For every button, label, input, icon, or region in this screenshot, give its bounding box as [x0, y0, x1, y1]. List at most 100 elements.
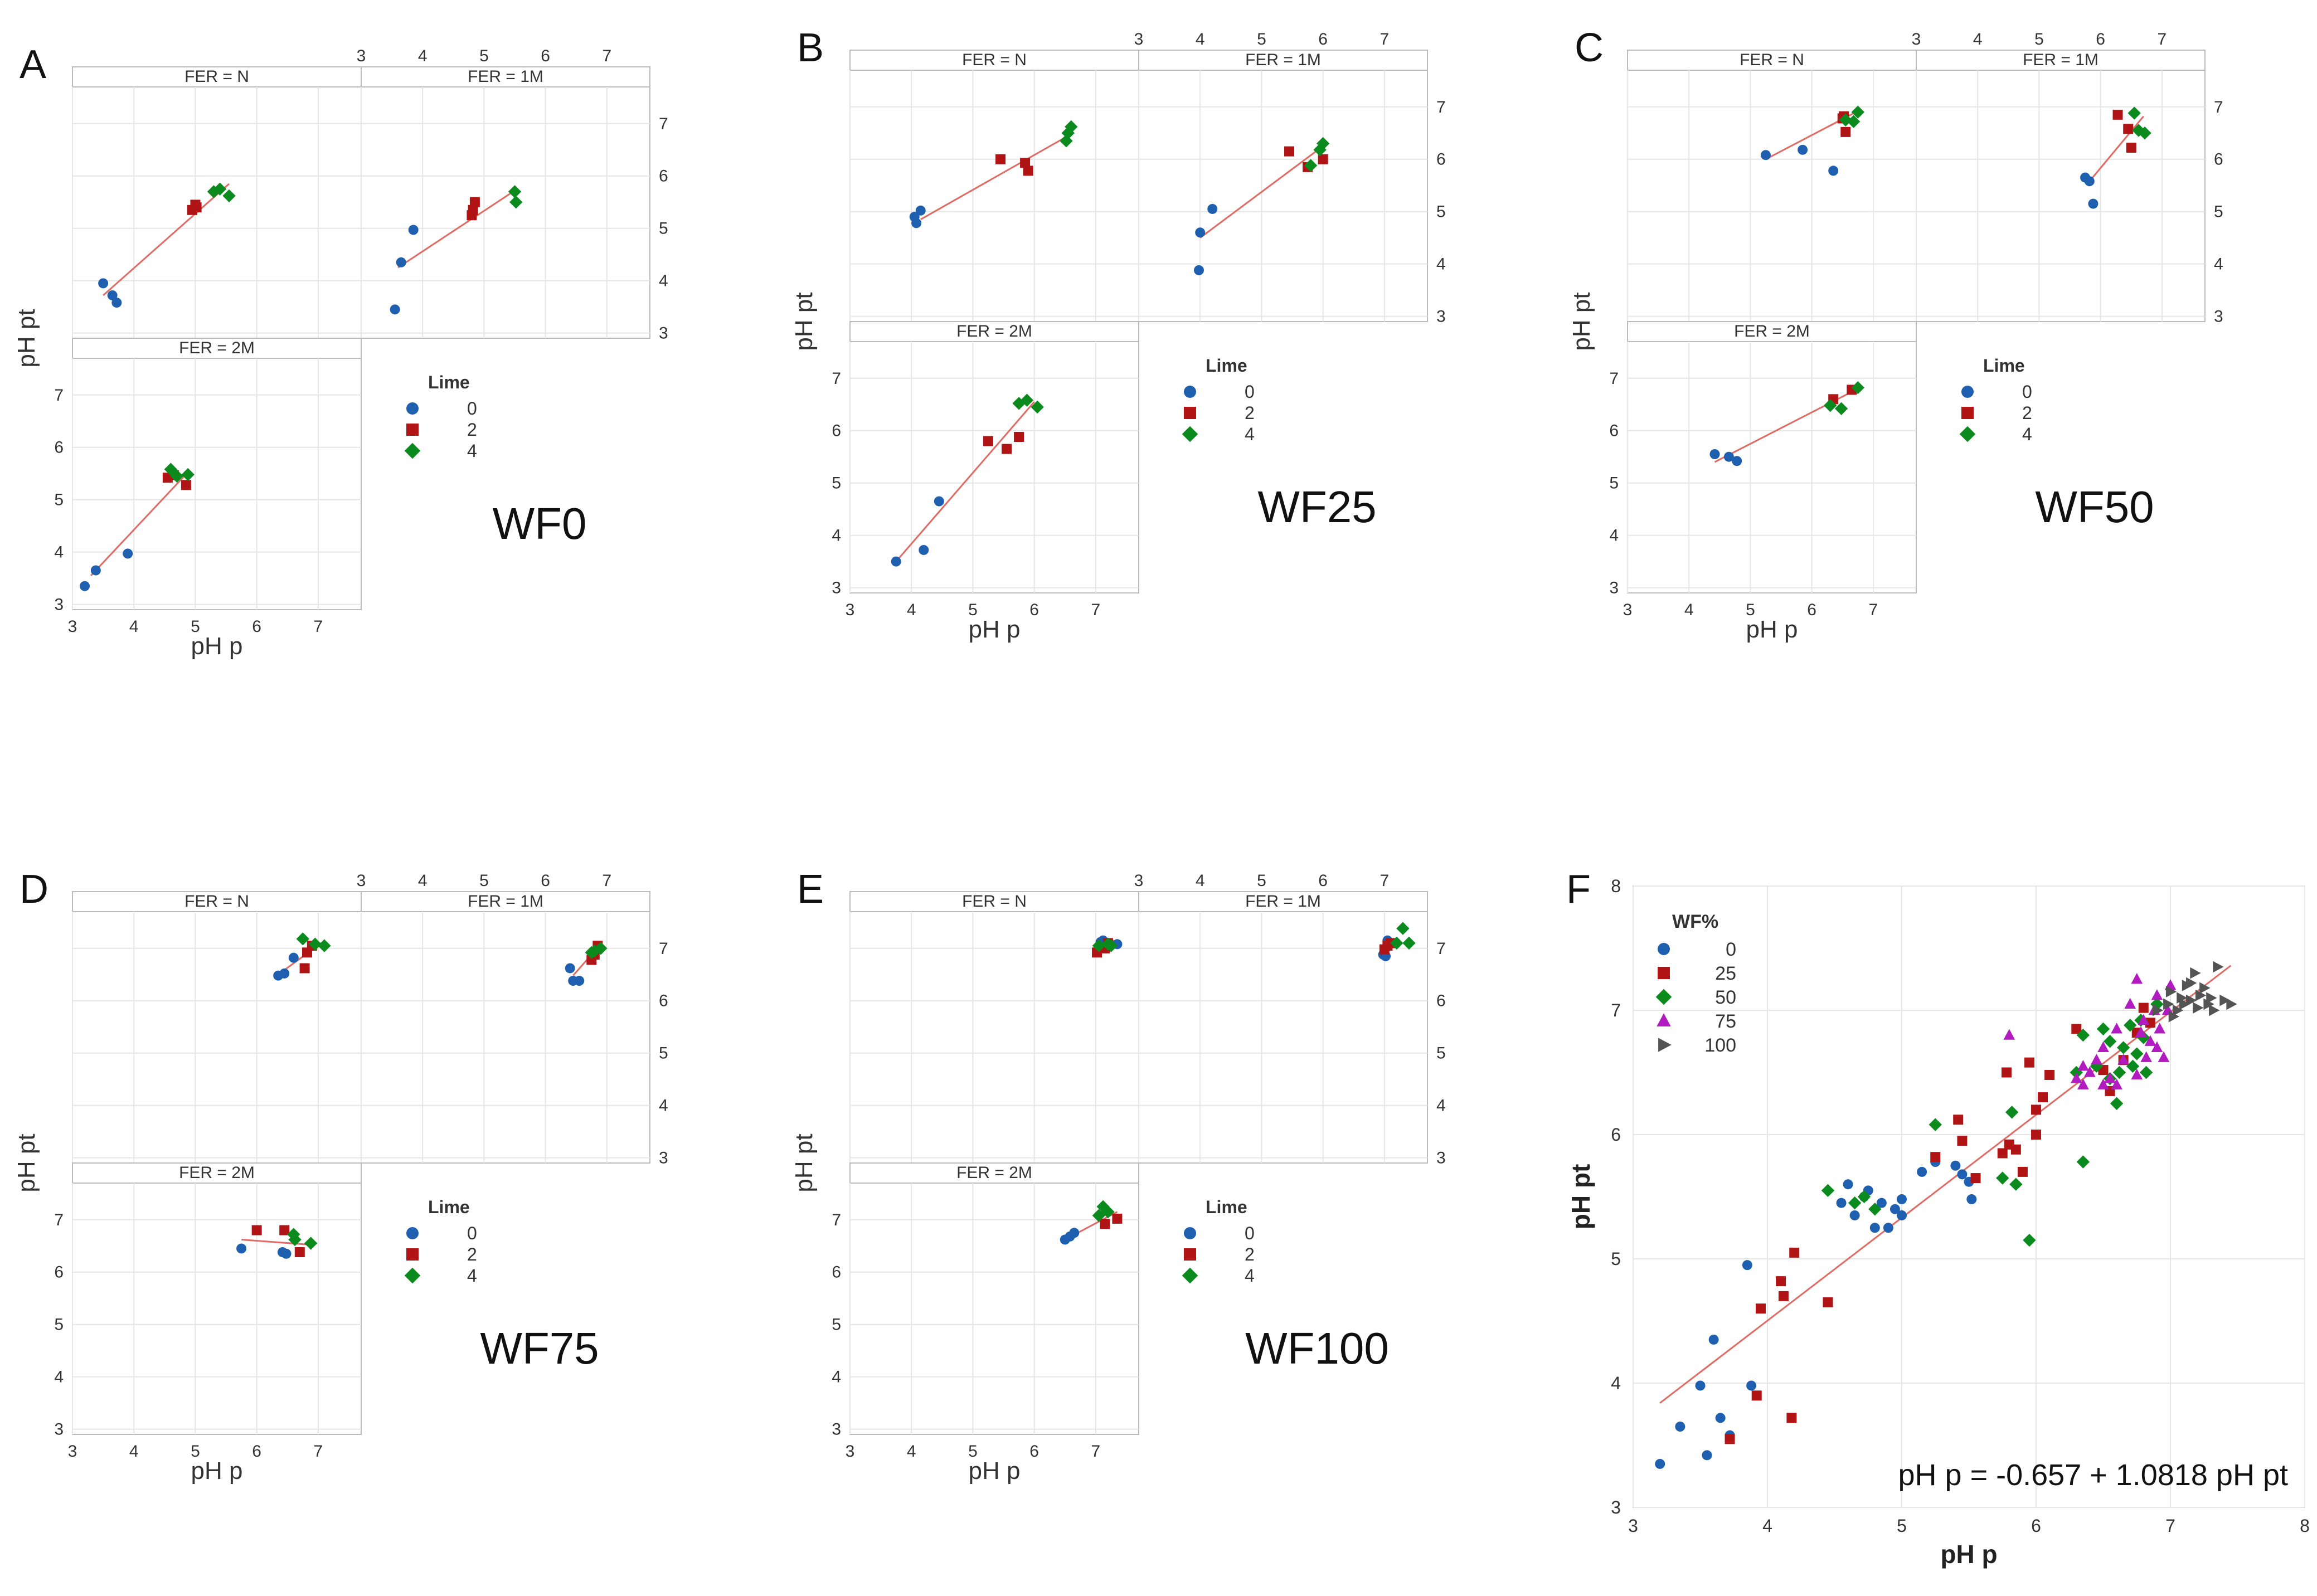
tick-label-y-right: 7 [659, 940, 668, 958]
data-point [2131, 973, 2143, 984]
panel-A: FER = N FER = 1M 3 4 5 6 7 3 4 5 6 7 FER = 2M 3 4 5 6 7 3 4… [13, 42, 668, 660]
data-point [107, 290, 118, 300]
data-point [1851, 381, 1864, 395]
data-point [1014, 432, 1024, 442]
facet-strip [1138, 50, 1428, 71]
facet-strip-label: FER = N [962, 892, 1027, 911]
data-point [2110, 1097, 2124, 1110]
tick-label-x: 6 [252, 617, 261, 636]
tick-label-x: 6 [1807, 601, 1816, 619]
data-point [919, 544, 929, 555]
tick-label-y: 7 [832, 1211, 841, 1229]
tick-label-y: 5 [832, 1316, 841, 1334]
data-point [2088, 198, 2099, 209]
facet-E-2: FER = 2M 3 4 5 6 7 3 4 5 6 7 [832, 1162, 1139, 1461]
tick-label-y: 6 [54, 439, 64, 457]
panel-D: FER = N FER = 1M 3 4 5 6 7 3 4 5 6 7 FER = 2M 3 4 5 6 7 3 4… [13, 867, 668, 1485]
facet-strip-label: FER = 2M [956, 1164, 1032, 1182]
facet-strip [849, 321, 1139, 342]
tick-label-y: 5 [54, 1316, 64, 1334]
data-point [1194, 265, 1204, 275]
data-point [1402, 936, 1416, 950]
data-point [2154, 1023, 2166, 1034]
facet-D-2: FER = 2M 3 4 5 6 7 3 4 5 6 7 [54, 1162, 362, 1461]
tick-label-x: 6 [1029, 1442, 1039, 1461]
legend-label: 2 [467, 420, 477, 440]
tick-label-x-top: 7 [2158, 30, 2167, 48]
legend-label: 0 [1245, 382, 1255, 402]
data-point [1742, 1260, 1752, 1271]
data-point [1840, 126, 1851, 137]
legend-title: WF% [1672, 911, 1718, 932]
legend-marker [1658, 1038, 1672, 1052]
tick-label-y-right: 7 [659, 115, 668, 133]
legend-label: 2 [467, 1244, 477, 1264]
data-point [2151, 989, 2163, 1000]
tick-label-y: 6 [832, 422, 841, 440]
tick-label-x-top: 4 [418, 47, 428, 65]
panel-title: WF50 [2035, 482, 2154, 532]
tick-label-x: 3 [1628, 1516, 1638, 1536]
data-point [2070, 1072, 2082, 1083]
data-point [1996, 1171, 2009, 1185]
tick-label-y: 5 [54, 491, 64, 509]
facet-strip [1916, 50, 2206, 71]
data-point [1723, 451, 1734, 462]
tick-label-y: 4 [1611, 1373, 1621, 1393]
data-point [2003, 1029, 2015, 1040]
tick-label-y-right: 4 [1436, 255, 1446, 274]
tick-label-x: 7 [1091, 1442, 1101, 1461]
panel-label: E [797, 867, 824, 912]
tick-label-y-right: 6 [659, 167, 668, 186]
facet-strip [849, 1162, 1139, 1184]
data-point [2158, 1051, 2170, 1062]
panel-B: FER = N FER = 1M 3 4 5 6 7 3 4 5 6 7 FER = 2M 3 4 5 6 7 3 4… [790, 26, 1446, 643]
data-point [1709, 449, 1720, 460]
tick-label-y: 6 [1611, 1125, 1621, 1145]
data-point [1318, 154, 1328, 164]
tick-label-x: 4 [907, 601, 916, 619]
data-point [995, 154, 1006, 164]
data-point [1776, 1276, 1786, 1287]
data-point [2103, 1035, 2117, 1048]
data-point [1839, 113, 1852, 126]
data-point [2138, 1014, 2150, 1025]
legend-marker [1184, 1248, 1196, 1261]
legend-marker [1658, 967, 1670, 979]
data-point [1708, 1334, 1719, 1345]
data-point [2111, 1078, 2122, 1089]
tick-label-x-top: 7 [603, 47, 612, 65]
panel-label: B [797, 26, 824, 70]
legend-title: Lime [1983, 356, 2025, 376]
y-axis-label: pH pt [790, 1133, 818, 1192]
tick-label-x: 4 [907, 1442, 916, 1461]
data-point [1847, 115, 1861, 128]
tick-label-x-top: 3 [1134, 30, 1144, 48]
data-point [2031, 1104, 2041, 1115]
data-point [288, 1233, 302, 1247]
data-point [1100, 1219, 1110, 1229]
facet-strip [72, 66, 362, 87]
tick-label-y: 3 [54, 1420, 64, 1439]
tick-label-x: 7 [1091, 601, 1101, 619]
facet-B-2: FER = 2M 3 4 5 6 7 3 4 5 6 7 [832, 321, 1139, 619]
data-point [2097, 1078, 2109, 1089]
data-point [1104, 939, 1118, 952]
legend-title: Lime [428, 1197, 470, 1217]
data-point [308, 937, 322, 951]
legend-title: Lime [428, 372, 470, 392]
data-point [2116, 1041, 2130, 1054]
panel-title: WF100 [1245, 1323, 1389, 1373]
data-point [891, 556, 901, 567]
panel-C: FER = N FER = 1M 3 4 5 6 7 3 4 5 6 7 FER = 2M 3 4 5 6 7 3 4… [1568, 26, 2223, 643]
facet-plot-area [72, 911, 362, 1164]
legend-marker [404, 1267, 421, 1284]
data-point [294, 1247, 305, 1258]
data-point [1868, 1203, 1882, 1216]
tick-label-x: 4 [129, 1442, 139, 1461]
tick-label-x-top: 6 [1318, 872, 1328, 890]
data-point [1834, 402, 1848, 415]
data-point [2190, 967, 2201, 979]
data-point [469, 197, 480, 207]
facet-plot-area [849, 911, 1139, 1164]
